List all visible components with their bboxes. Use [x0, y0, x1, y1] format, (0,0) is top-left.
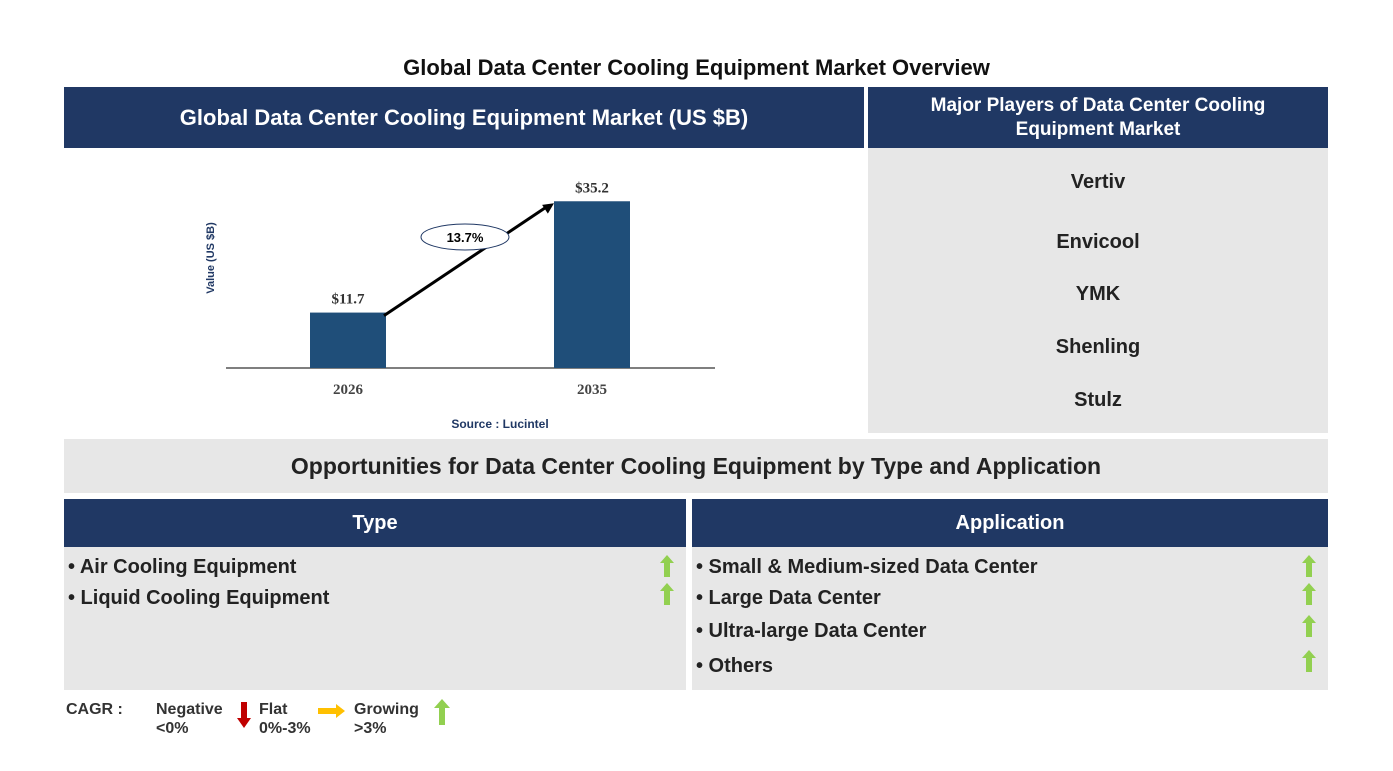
growing-arrow-icon — [1302, 555, 1316, 577]
type-item: • Air Cooling Equipment — [68, 556, 297, 578]
legend-negative-label: Negative — [156, 701, 223, 718]
player-item: Vertiv — [1070, 171, 1126, 193]
legend-growing-range: >3% — [354, 720, 387, 737]
cagr-label: CAGR : — [66, 701, 123, 718]
cagr-arrowhead — [542, 203, 554, 214]
growing-arrow-icon — [1302, 650, 1316, 672]
market-chart: Value (US $B) $11.7 2026 $35.2 2035 13.7% So… — [205, 180, 715, 431]
growing-arrow-icon — [1302, 615, 1316, 637]
legend-flat-label: Flat — [259, 701, 288, 718]
legend-negative-range: <0% — [156, 720, 189, 737]
bar-2026 — [310, 312, 386, 368]
legend-growing: Growing >3% — [354, 700, 419, 738]
x-tick-label: 2035 — [577, 382, 607, 398]
application-item: • Small & Medium-sized Data Center — [696, 556, 1038, 578]
data-label: $35.2 — [575, 180, 609, 196]
page-title: Global Data Center Cooling Equipment Mar… — [403, 55, 990, 80]
player-item: YMK — [1075, 283, 1121, 305]
legend-flat: Flat 0%-3% — [259, 700, 311, 738]
source-label: Source : Lucintel — [451, 417, 548, 431]
player-item: Shenling — [1055, 336, 1141, 358]
growing-arrow-icon — [660, 555, 674, 577]
negative-arrow-icon — [237, 702, 251, 728]
application-header: Application — [692, 499, 1328, 547]
x-tick-label: 2026 — [333, 382, 364, 398]
y-axis-label: Value (US $B) — [205, 222, 217, 294]
bar-2035 — [554, 201, 630, 368]
type-list: • Air Cooling Equipment • Liquid Cooling… — [64, 547, 686, 690]
application-list: • Small & Medium-sized Data Center • Lar… — [692, 547, 1328, 690]
cagr-arrow — [383, 206, 547, 317]
growing-arrow-icon — [434, 699, 450, 725]
player-item: Envicool — [1056, 231, 1140, 253]
opportunities-header: Opportunities for Data Center Cooling Eq… — [64, 439, 1328, 493]
type-header: Type — [64, 499, 686, 547]
application-item: • Large Data Center — [696, 587, 881, 609]
player-item: Stulz — [1074, 389, 1122, 411]
cagr-ellipse — [420, 223, 510, 251]
legend-negative: Negative <0% — [156, 700, 223, 738]
growing-arrow-icon — [1302, 583, 1316, 605]
type-item: • Liquid Cooling Equipment — [68, 587, 330, 609]
application-item: • Others — [696, 655, 774, 677]
legend-flat-range: 0%-3% — [259, 720, 311, 737]
players-list: Vertiv Envicool YMK Shenling Stulz — [868, 148, 1328, 433]
flat-arrow-icon — [318, 704, 345, 718]
data-label: $11.7 — [332, 292, 365, 308]
legend-growing-label: Growing — [354, 701, 419, 718]
cagr-annotation: 13.7% — [447, 230, 484, 245]
chart-header: Global Data Center Cooling Equipment Mar… — [64, 87, 864, 148]
growing-arrow-icon — [660, 583, 674, 605]
players-header: Major Players of Data Center Cooling Equ… — [868, 87, 1328, 148]
application-item: • Ultra-large Data Center — [696, 620, 927, 642]
